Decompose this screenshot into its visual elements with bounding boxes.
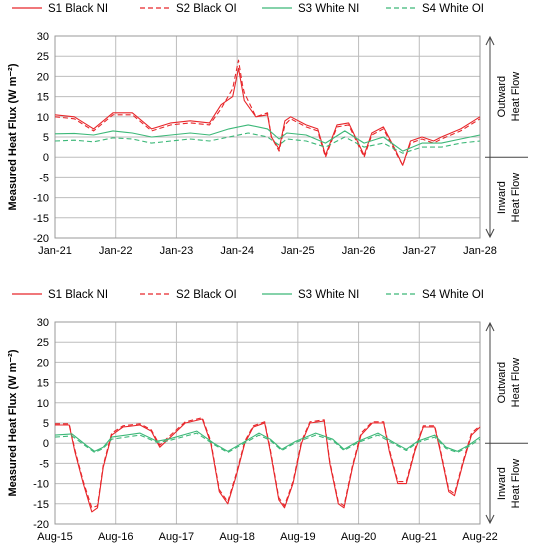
y-tick-label: 5 [43,418,49,430]
y-tick-label: 30 [37,317,49,329]
y-tick-label: -15 [33,213,49,225]
inward-heat-flow-label: Heat Flow [510,173,522,223]
series-line-s3-white-ni [54,124,481,152]
x-tick-label: Aug-17 [159,531,194,543]
legend-label: S1 Black NI [48,3,108,15]
y-tick-label: 15 [37,92,49,104]
outward-heat-flow-label: Heat Flow [510,358,522,408]
y-tick-label: -20 [33,233,49,245]
x-tick-label: Aug-21 [402,531,437,543]
y-axis-label: Measured Heat Flux (W m⁻²) [7,349,19,496]
arrow-down-head [485,514,495,525]
arrow-up-head [485,321,495,332]
legend-label: S2 Black OI [176,289,237,301]
y-tick-label: 15 [37,378,49,390]
series-line-s4-white-oi [54,432,481,454]
y-tick-label: -20 [33,519,49,531]
y-tick-label: -15 [33,499,49,511]
legend-label: S3 White NI [298,289,359,301]
y-tick-label: 5 [43,132,49,144]
y-tick-label: 0 [43,152,49,164]
arrow-up-head [485,35,495,46]
y-tick-label: 25 [37,51,49,63]
legend-label: S2 Black OI [176,3,237,15]
y-tick-label: 10 [37,398,49,410]
y-tick-label: 0 [43,438,49,450]
arrow-down-head [485,228,495,239]
y-tick-label: 20 [37,357,49,369]
y-tick-label: -5 [39,172,49,184]
y-tick-label: 10 [37,112,49,124]
x-tick-label: Aug-16 [98,531,133,543]
inward-heat-flow-label: Heat Flow [510,459,522,509]
x-tick-label: Jan-21 [38,245,72,257]
x-tick-label: Jan-23 [160,245,194,257]
y-tick-label: 30 [37,31,49,43]
outward-heat-flow-label: Outward [496,76,508,118]
legend-label: S4 White OI [422,289,484,301]
inward-heat-flow-label: Inward [496,467,508,500]
series-line-s2-black-oi [55,417,481,509]
x-tick-label: Aug-18 [219,531,254,543]
outward-heat-flow-label: Heat Flow [510,72,522,122]
y-tick-label: 25 [37,337,49,349]
outward-heat-flow-label: Outward [496,362,508,404]
series-line-s1-black-ni [54,67,481,166]
plot-frame [54,35,481,239]
x-tick-label: Jan-26 [342,245,376,257]
legend-label: S3 White NI [298,3,359,15]
y-tick-label: -10 [33,479,49,491]
y-tick-label: 20 [37,71,49,83]
series-line-s3-white-ni [54,430,481,452]
x-tick-label: Aug-20 [341,531,376,543]
x-tick-label: Aug-19 [280,531,315,543]
x-tick-label: Aug-15 [37,531,72,543]
x-tick-label: Jan-28 [463,245,497,257]
x-tick-label: Jan-25 [281,245,315,257]
x-tick-label: Jan-22 [99,245,133,257]
y-tick-label: -10 [33,193,49,205]
series-line-s4-white-oi [54,132,481,154]
inward-heat-flow-label: Inward [496,181,508,214]
x-tick-label: Aug-22 [462,531,497,543]
plot-frame [54,321,481,525]
series-line-s1-black-ni [55,418,481,513]
series-line-s2-black-oi [54,59,481,166]
y-axis-label: Measured Heat Flux (W m⁻²) [7,63,19,210]
y-tick-label: -5 [39,458,49,470]
legend-label: S1 Black NI [48,289,108,301]
legend-label: S4 White OI [422,3,484,15]
x-tick-label: Jan-24 [220,245,254,257]
x-tick-label: Jan-27 [402,245,436,257]
